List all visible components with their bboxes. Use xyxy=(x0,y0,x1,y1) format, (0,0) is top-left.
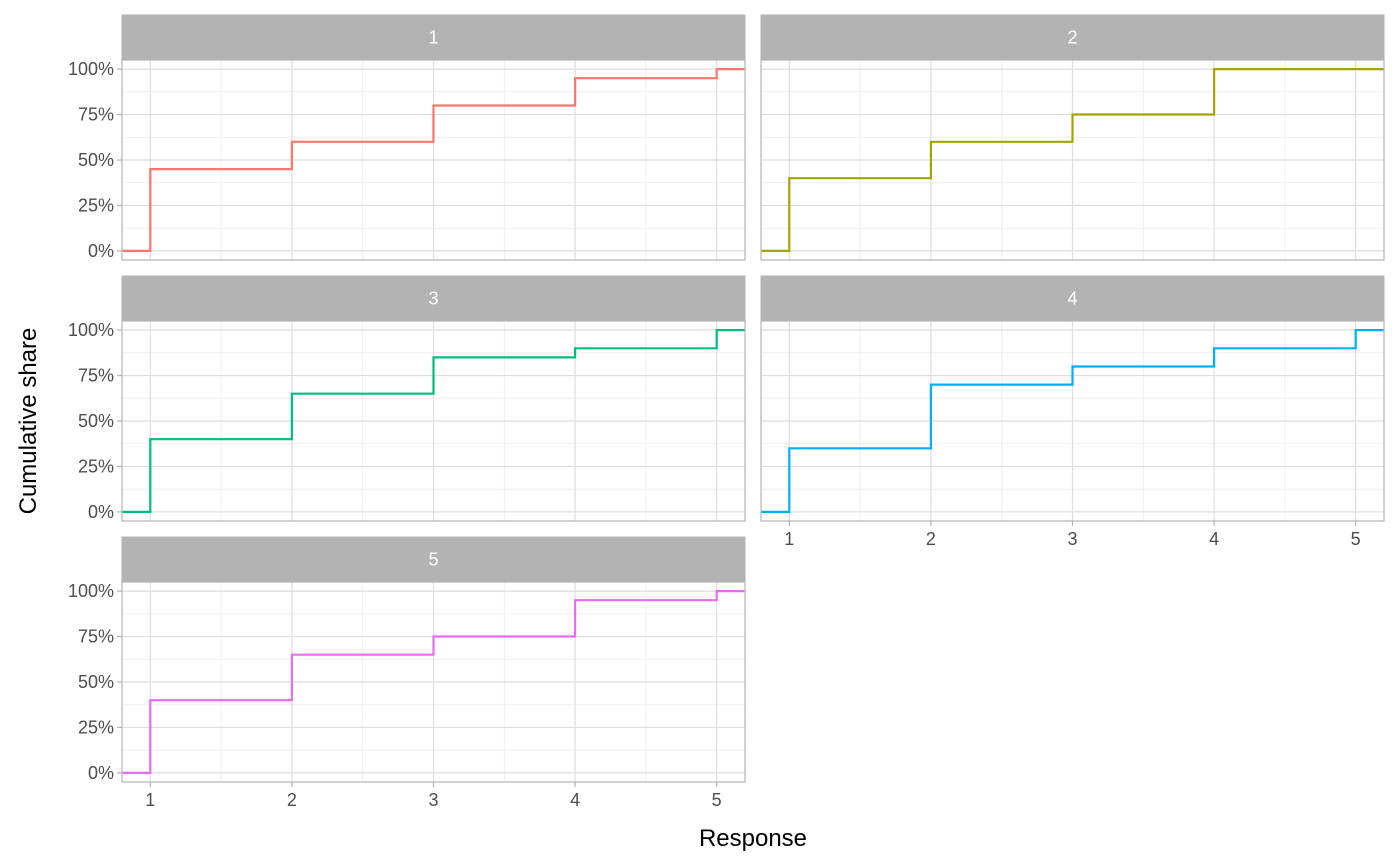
facet-panel-5: 50%25%50%75%100%1 2 3 4 5 xyxy=(68,536,746,810)
y-tick-label: 100% xyxy=(68,581,114,601)
y-tick-label: 50% xyxy=(78,411,114,431)
series-step-line-3 xyxy=(122,329,745,513)
series-step-line-1 xyxy=(122,68,745,252)
y-tick-label: 0% xyxy=(88,502,114,522)
facet-panel-1: 1 0% 25% 50% 75% 100% xyxy=(68,14,746,261)
y-tick-label: 25% xyxy=(78,717,114,737)
y-tick-label: 0% xyxy=(88,241,114,261)
x-tick-label: 1 xyxy=(784,529,794,549)
y-tick-label: 50% xyxy=(78,672,114,692)
y-tick-label: 75% xyxy=(78,627,114,647)
x-tick-label: 5 xyxy=(1351,529,1361,549)
y-axis-title: Cumulative share xyxy=(15,328,42,515)
x-tick-label: 5 xyxy=(712,790,722,810)
y-tick-label: 50% xyxy=(78,150,114,170)
x-tick-label: 2 xyxy=(287,790,297,810)
x-tick-label: 3 xyxy=(1067,529,1077,549)
facet-strip-label: 5 xyxy=(428,550,438,570)
y-tick-label: 75% xyxy=(78,366,114,386)
facet-strip xyxy=(121,275,746,322)
x-tick-label: 1 xyxy=(145,790,155,810)
y-tick-label: 25% xyxy=(78,195,114,215)
series-step-line-5 xyxy=(122,590,745,774)
facet-strip-label: 2 xyxy=(1067,28,1077,48)
x-tick-label: 4 xyxy=(1209,529,1219,549)
y-tick-label: 75% xyxy=(78,105,114,125)
facet-strip-label: 3 xyxy=(428,289,438,309)
x-tick-label: 3 xyxy=(428,790,438,810)
x-tick-label: 4 xyxy=(570,790,580,810)
facet-strip xyxy=(121,536,746,583)
series-step-line-2 xyxy=(761,68,1384,252)
facet-strip xyxy=(760,275,1385,322)
panel-border xyxy=(760,59,1385,261)
facet-panel-4: 4 1 2 3 4 5 xyxy=(760,275,1385,549)
facet-strip xyxy=(760,14,1385,61)
facet-strip-label: 4 xyxy=(1067,289,1077,309)
facet-strip-label: 1 xyxy=(428,28,438,48)
facet-strip xyxy=(121,14,746,61)
x-tick-label: 2 xyxy=(926,529,936,549)
y-tick-label: 100% xyxy=(68,320,114,340)
series-step-line-4 xyxy=(761,329,1384,513)
x-axis-title: Response xyxy=(699,825,807,852)
y-tick-label: 25% xyxy=(78,456,114,476)
y-tick-label: 0% xyxy=(88,763,114,783)
facet-panel-3: 3 0% 25% 50% 75% 100% xyxy=(68,275,746,522)
y-tick-label: 100% xyxy=(68,59,114,79)
facet-panel-2: 2 xyxy=(760,14,1385,261)
